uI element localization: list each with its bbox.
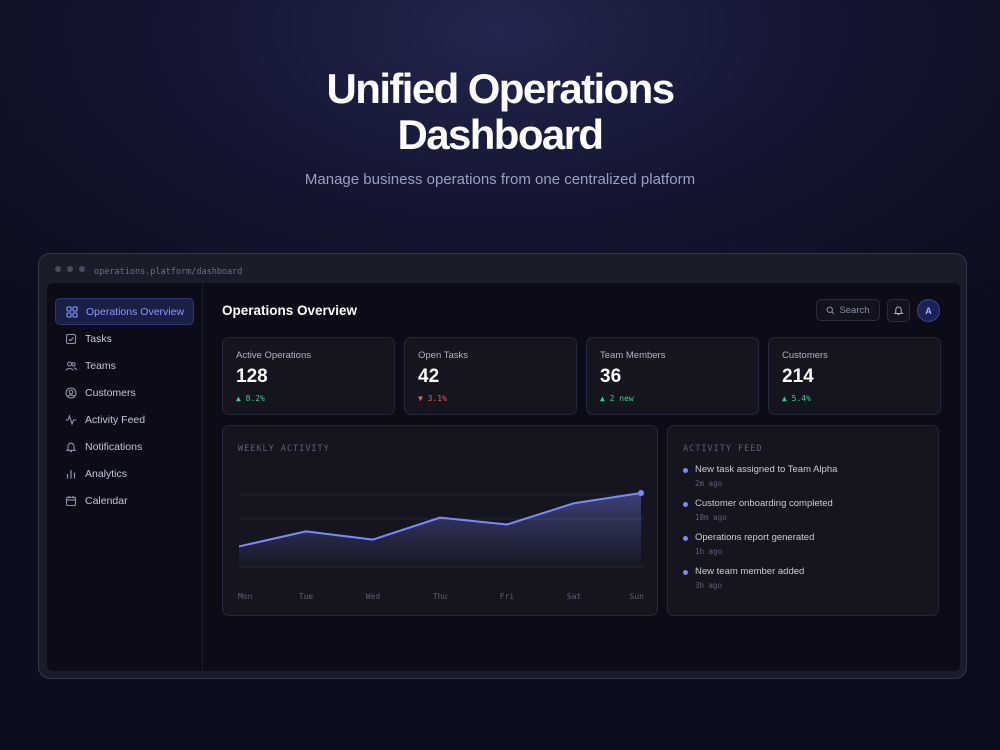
app-window: operations.platform/dashboard Operations… — [38, 253, 967, 679]
bullet-dot — [683, 502, 688, 507]
feed-item-time: 1h ago — [695, 547, 723, 556]
sidebar-item-label: Notifications — [85, 440, 143, 453]
sidebar-item-tasks[interactable]: Tasks — [55, 325, 194, 352]
x-tick-label: Tue — [299, 592, 314, 601]
sidebar-item-notifications[interactable]: Notifications — [55, 433, 194, 460]
feed-item-time: 2m ago — [695, 479, 723, 488]
stat-card-team-members[interactable]: Team Members 36 ▲ 2 new — [586, 337, 759, 415]
window-dot[interactable] — [67, 266, 73, 272]
sidebar-item-label: Analytics — [85, 467, 128, 480]
sidebar-item-label: Tasks — [85, 332, 112, 345]
list-item[interactable]: New team member added 3h ago — [683, 566, 928, 600]
user-circle-icon — [65, 386, 77, 399]
stat-card-active-operations[interactable]: Active Operations 128 ▲ 8.2% — [222, 337, 395, 415]
sidebar-item-activity-feed[interactable]: Activity Feed — [55, 406, 194, 433]
stat-value: 128 — [236, 366, 268, 387]
sidebar-item-label: Activity Feed — [85, 413, 146, 426]
feed-item-text: New task assigned to Team Alpha — [695, 464, 838, 475]
list-item[interactable]: New task assigned to Team Alpha 2m ago — [683, 464, 928, 498]
activity-feed-title: ACTIVITY FEED — [683, 444, 763, 454]
feed-item-time: 3h ago — [695, 581, 723, 590]
stat-delta: ▼ 3.1% — [418, 394, 447, 403]
sidebar-item-label: Teams — [85, 359, 116, 372]
address-bar-url[interactable]: operations.platform/dashboard — [94, 267, 243, 277]
hero-subtitle: Manage business operations from one cent… — [304, 171, 696, 188]
bullet-dot — [683, 468, 688, 473]
pulse-icon — [65, 413, 77, 426]
grid-icon — [66, 305, 78, 318]
checkbox-icon — [65, 333, 77, 345]
hero-title-line-2: Dashboard — [397, 111, 605, 158]
x-tick-label: Mon — [238, 592, 253, 601]
x-tick-label: Fri — [500, 592, 515, 601]
activity-feed-list: New task assigned to Team Alpha 2m ago C… — [683, 464, 928, 600]
stat-delta: ▲ 8.2% — [236, 394, 265, 403]
activity-feed-panel: ACTIVITY FEED New task assigned to Team … — [667, 425, 939, 616]
app-screen: Operations Overview Tasks Teams Customer… — [47, 283, 960, 671]
bullet-dot — [683, 570, 688, 575]
stat-label: Customers — [782, 350, 828, 361]
x-tick-label: Sat — [567, 592, 582, 601]
x-tick-label: Wed — [366, 592, 381, 601]
stat-value: 36 — [600, 366, 622, 387]
list-item[interactable]: Customer onboarding completed 18m ago — [683, 498, 928, 532]
stat-label: Open Tasks — [418, 350, 468, 361]
avatar[interactable]: A — [917, 299, 940, 322]
calendar-icon — [65, 495, 77, 507]
sidebar-item-operations-overview[interactable]: Operations Overview — [55, 298, 194, 325]
list-item[interactable]: Operations report generated 1h ago — [683, 532, 928, 566]
stat-card-open-tasks[interactable]: Open Tasks 42 ▼ 3.1% — [404, 337, 577, 415]
bullet-dot — [683, 536, 688, 541]
page-title: Operations Overview — [222, 303, 358, 318]
data-point[interactable] — [638, 489, 644, 496]
stat-label: Active Operations — [236, 350, 311, 361]
stat-delta: ▲ 5.4% — [782, 394, 811, 403]
feed-item-time: 18m ago — [695, 513, 727, 522]
sidebar-item-label: Customers — [85, 386, 136, 399]
stat-value: 214 — [782, 366, 814, 387]
sidebar-item-customers[interactable]: Customers — [55, 379, 194, 406]
feed-item-text: Customer onboarding completed — [695, 498, 833, 509]
feed-item-text: New team member added — [695, 566, 805, 577]
users-icon — [65, 360, 77, 372]
feed-item-text: Operations report generated — [695, 532, 815, 543]
stats-row: Active Operations 128 ▲ 8.2% Open Tasks … — [222, 337, 941, 415]
bell-icon — [893, 305, 904, 316]
search-icon — [826, 306, 835, 315]
sidebar: Operations Overview Tasks Teams Customer… — [47, 283, 203, 671]
window-controls — [55, 266, 85, 272]
weekly-activity-chart: Mon Tue Wed Thu Fri Sat Sun — [238, 489, 644, 601]
series-area — [239, 492, 641, 567]
main-content: Operations Overview Search A Active Oper… — [222, 283, 960, 671]
x-tick-label: Sun — [630, 592, 644, 601]
bar-chart-icon — [65, 468, 77, 480]
window-dot[interactable] — [55, 266, 61, 272]
stat-value: 42 — [418, 366, 440, 387]
weekly-activity-title: WEEKLY ACTIVITY — [238, 444, 330, 454]
sidebar-item-label: Calendar — [85, 494, 128, 507]
sidebar-item-calendar[interactable]: Calendar — [55, 487, 194, 514]
hero-title: Unified Operations Dashboard — [0, 66, 1000, 158]
hero-title-line-1: Unified Operations — [326, 65, 676, 112]
stat-delta: ▲ 2 new — [600, 394, 634, 403]
search-button[interactable]: Search — [816, 299, 880, 321]
bell-icon — [65, 441, 77, 453]
x-tick-label: Thu — [433, 592, 448, 601]
stat-label: Team Members — [600, 350, 666, 361]
sidebar-item-teams[interactable]: Teams — [55, 352, 194, 379]
window-dot[interactable] — [79, 266, 85, 272]
search-label: Search — [839, 304, 870, 316]
sidebar-item-analytics[interactable]: Analytics — [55, 460, 194, 487]
notifications-button[interactable] — [887, 299, 910, 322]
weekly-activity-panel: WEEKLY ACTIVITY Mon Tue Wed Thu Fri Sat Sun — [222, 425, 658, 616]
sidebar-item-label: Operations Overview — [86, 305, 185, 318]
stat-card-customers[interactable]: Customers 214 ▲ 5.4% — [768, 337, 941, 415]
